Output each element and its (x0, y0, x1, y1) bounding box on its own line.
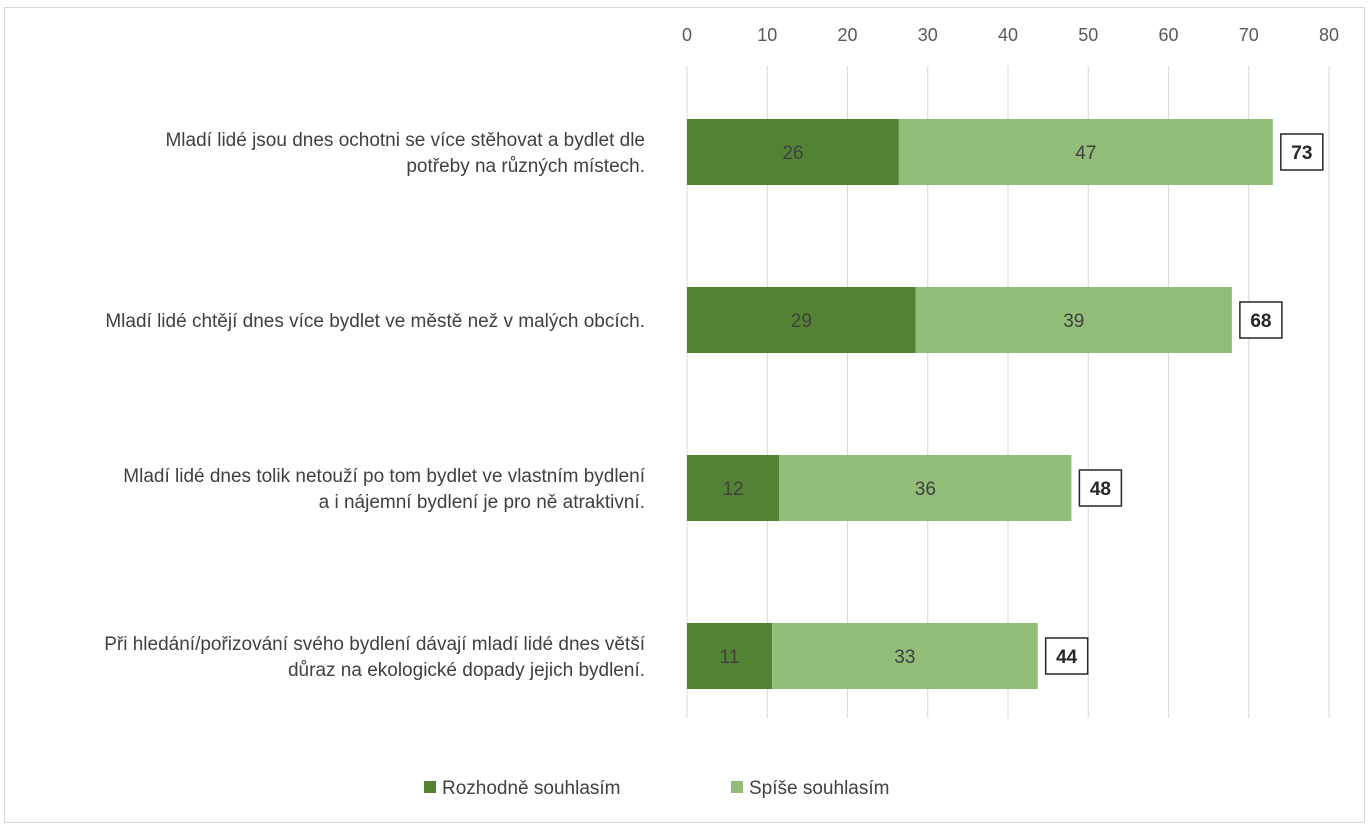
x-tick-label: 70 (1239, 25, 1259, 45)
x-tick-label: 0 (682, 25, 692, 45)
bar-segment (779, 455, 1072, 521)
legend-swatch (424, 781, 436, 793)
legend-label: Rozhodně souhlasím (442, 778, 621, 799)
total-box (1280, 133, 1324, 171)
x-tick-label: 20 (837, 25, 857, 45)
bar-segment (915, 287, 1232, 353)
x-tick-label: 60 (1158, 25, 1178, 45)
x-axis-ticks: 0 10 20 30 40 50 60 70 80 (682, 25, 1339, 45)
data-label: 26 (782, 143, 803, 164)
x-tick-label: 50 (1078, 25, 1098, 45)
bar-segment (687, 119, 899, 185)
legend-label: Spíše souhlasím (749, 778, 889, 799)
total-label: 44 (1056, 647, 1078, 668)
category-label: Mladí lidé jsou dnes ochotni se více stě… (165, 130, 645, 151)
category-label: potřeby na různých místech. (406, 156, 645, 177)
legend: Rozhodně souhlasím Spíše souhlasím (424, 778, 889, 799)
data-label: 36 (915, 479, 936, 500)
data-label: 39 (1063, 311, 1084, 332)
total-label: 73 (1291, 143, 1312, 164)
data-label: 12 (723, 479, 744, 500)
bar-segment (772, 623, 1038, 689)
category-label: Mladí lidé chtějí dnes více bydlet ve mě… (105, 311, 645, 332)
x-tick-label: 40 (998, 25, 1018, 45)
total-box (1239, 301, 1283, 339)
data-label: 47 (1075, 143, 1096, 164)
data-label: 11 (720, 647, 740, 668)
category-labels: Mladí lidé jsou dnes ochotni se více stě… (104, 130, 645, 681)
data-label: 33 (894, 647, 915, 668)
bars: 26 47 73 29 39 68 12 36 48 11 33 44 (687, 119, 1324, 689)
x-tick-label: 80 (1319, 25, 1339, 45)
category-label: důraz na ekologické dopady jejich bydlen… (288, 660, 645, 681)
category-label: a i nájemní bydlení je pro ně atraktivní… (319, 492, 645, 513)
x-tick-label: 30 (918, 25, 938, 45)
data-label: 29 (791, 311, 812, 332)
total-box (1078, 469, 1123, 507)
bar-segment (687, 623, 773, 689)
total-label: 48 (1090, 479, 1111, 500)
total-label: 68 (1250, 311, 1271, 332)
total-box (1044, 637, 1089, 675)
bar-segment (687, 287, 916, 353)
x-tick-label: 10 (757, 25, 777, 45)
category-label: Při hledání/pořizování svého bydlení dáv… (104, 634, 645, 655)
bar-segment (898, 119, 1273, 185)
bar-segment (687, 455, 780, 521)
legend-swatch (731, 781, 743, 793)
category-label: Mladí lidé dnes tolik netouží po tom byd… (123, 466, 645, 487)
